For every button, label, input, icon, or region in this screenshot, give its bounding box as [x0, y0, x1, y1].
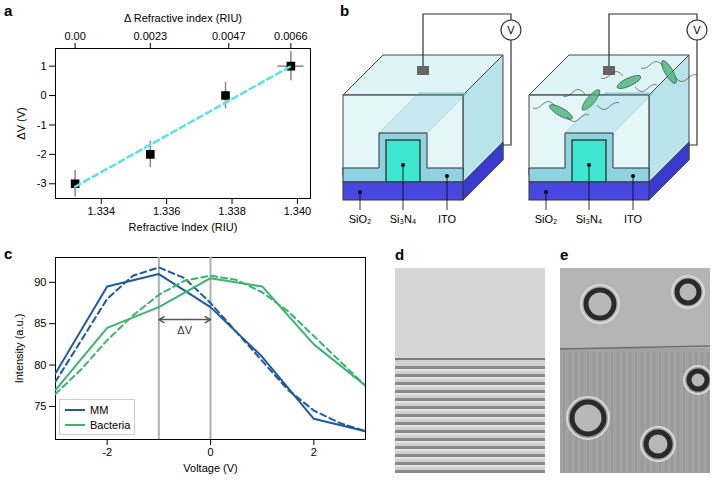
- svg-text:0.0066: 0.0066: [274, 30, 308, 42]
- svg-text:-2: -2: [102, 446, 112, 458]
- svg-text:SiO₂: SiO₂: [535, 213, 558, 225]
- svg-text:Refractive Index (RIU): Refractive Index (RIU): [129, 221, 238, 233]
- svg-text:-2: -2: [37, 148, 47, 160]
- svg-text:75: 75: [34, 400, 46, 412]
- svg-text:0.0023: 0.0023: [133, 30, 167, 42]
- svg-text:Voltage (V): Voltage (V): [183, 462, 237, 474]
- svg-text:90: 90: [34, 276, 46, 288]
- html-text:MM: MM: [90, 403, 109, 416]
- svg-text:0: 0: [40, 89, 46, 101]
- svg-text:ΔV (V): ΔV (V): [15, 107, 27, 139]
- svg-text:1.338: 1.338: [218, 205, 246, 217]
- svg-text:1.340: 1.340: [284, 205, 312, 217]
- svg-text:Si₃N₄: Si₃N₄: [576, 213, 603, 225]
- svg-text:0.0047: 0.0047: [212, 30, 246, 42]
- svg-text:SiO₂: SiO₂: [349, 213, 372, 225]
- svg-text:-1: -1: [37, 118, 47, 130]
- html-text:b: b: [340, 2, 350, 19]
- svg-text:Δ Refractive index (RIU): Δ Refractive index (RIU): [124, 12, 242, 24]
- svg-text:ITO: ITO: [624, 213, 643, 225]
- svg-text:ΔV: ΔV: [177, 324, 192, 336]
- svg-text:Intensity (a.u.): Intensity (a.u.): [13, 314, 25, 384]
- svg-text:1.336: 1.336: [153, 205, 181, 217]
- html-text:e: e: [560, 246, 569, 263]
- svg-text:V: V: [507, 24, 515, 36]
- svg-text:Si₃N₄: Si₃N₄: [390, 213, 417, 225]
- html-text:Bacteria: Bacteria: [90, 418, 131, 431]
- svg-text:1: 1: [40, 60, 46, 72]
- svg-text:85: 85: [34, 317, 46, 329]
- html-text:c: c: [4, 245, 13, 262]
- svg-text:0.00: 0.00: [64, 30, 85, 42]
- html-text:d: d: [395, 246, 405, 263]
- svg-text:ITO: ITO: [438, 213, 457, 225]
- svg-text:V: V: [693, 24, 701, 36]
- svg-text:-3: -3: [37, 177, 47, 189]
- html-text:a: a: [4, 2, 13, 19]
- svg-text:1.334: 1.334: [88, 205, 116, 217]
- svg-text:80: 80: [34, 359, 46, 371]
- svg-text:0: 0: [207, 446, 213, 458]
- svg-text:2: 2: [311, 446, 317, 458]
